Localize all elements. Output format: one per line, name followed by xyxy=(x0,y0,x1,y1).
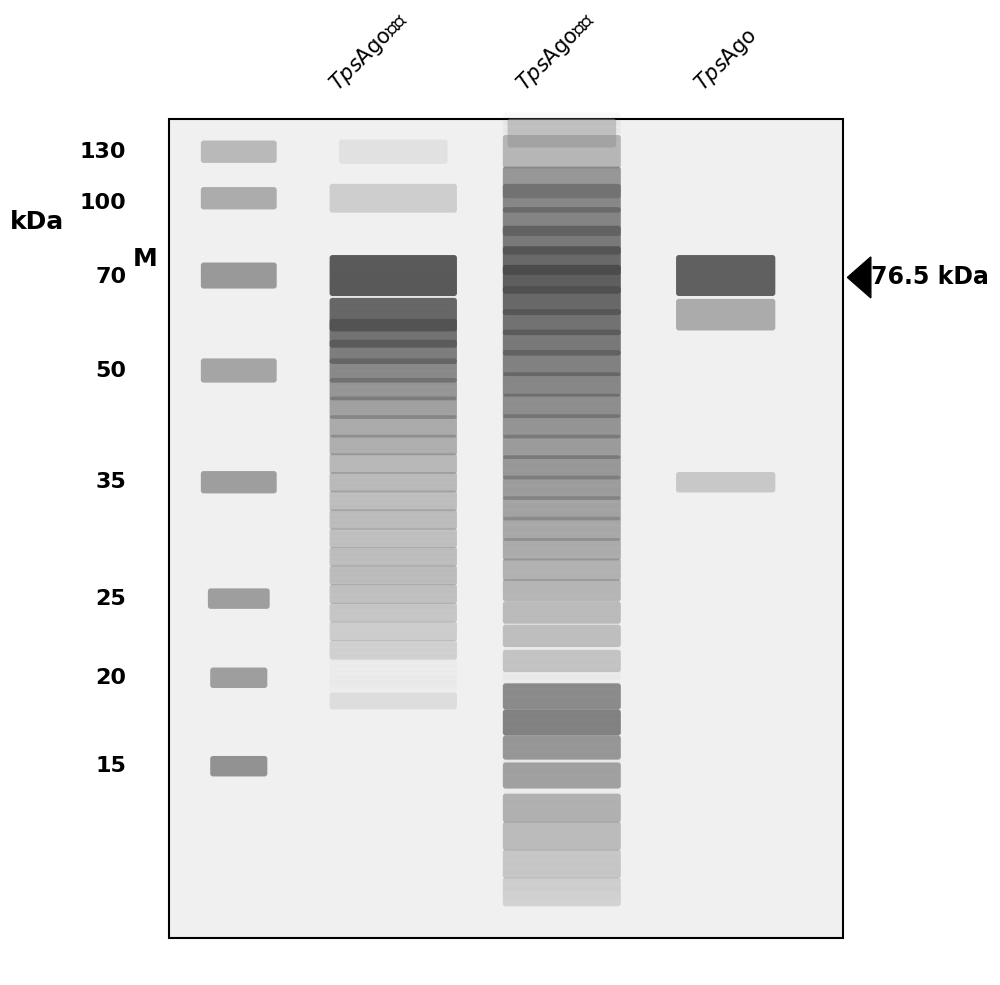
Text: 20: 20 xyxy=(95,668,126,688)
FancyBboxPatch shape xyxy=(201,359,277,382)
FancyBboxPatch shape xyxy=(201,187,277,210)
FancyBboxPatch shape xyxy=(676,298,775,330)
Text: 100: 100 xyxy=(80,193,126,213)
FancyBboxPatch shape xyxy=(330,378,457,400)
FancyBboxPatch shape xyxy=(503,135,621,168)
FancyBboxPatch shape xyxy=(330,692,457,709)
FancyBboxPatch shape xyxy=(330,359,457,382)
FancyBboxPatch shape xyxy=(503,287,621,315)
FancyBboxPatch shape xyxy=(508,118,616,148)
FancyBboxPatch shape xyxy=(503,415,621,438)
FancyBboxPatch shape xyxy=(503,878,621,906)
FancyBboxPatch shape xyxy=(676,472,775,492)
FancyBboxPatch shape xyxy=(503,736,621,759)
FancyBboxPatch shape xyxy=(330,509,457,530)
FancyBboxPatch shape xyxy=(503,650,621,672)
FancyBboxPatch shape xyxy=(503,265,621,294)
FancyBboxPatch shape xyxy=(503,602,621,624)
FancyBboxPatch shape xyxy=(201,262,277,289)
FancyBboxPatch shape xyxy=(169,119,843,939)
FancyBboxPatch shape xyxy=(503,309,621,335)
FancyBboxPatch shape xyxy=(330,319,457,348)
FancyBboxPatch shape xyxy=(503,434,621,459)
FancyBboxPatch shape xyxy=(330,640,457,660)
Polygon shape xyxy=(847,257,871,297)
FancyBboxPatch shape xyxy=(503,821,621,850)
FancyBboxPatch shape xyxy=(339,140,448,164)
Text: $\mathit{Tps}$Ago: $\mathit{Tps}$Ago xyxy=(690,24,762,96)
FancyBboxPatch shape xyxy=(503,558,621,581)
FancyBboxPatch shape xyxy=(503,579,621,602)
FancyBboxPatch shape xyxy=(503,538,621,560)
FancyBboxPatch shape xyxy=(201,471,277,493)
FancyBboxPatch shape xyxy=(330,622,457,641)
FancyBboxPatch shape xyxy=(330,340,457,364)
FancyBboxPatch shape xyxy=(503,330,621,356)
Text: 130: 130 xyxy=(80,142,126,162)
FancyBboxPatch shape xyxy=(503,709,621,736)
FancyBboxPatch shape xyxy=(503,849,621,879)
FancyBboxPatch shape xyxy=(503,226,621,254)
FancyBboxPatch shape xyxy=(503,624,621,647)
FancyBboxPatch shape xyxy=(330,584,457,604)
FancyBboxPatch shape xyxy=(330,491,457,511)
FancyBboxPatch shape xyxy=(330,416,457,437)
Text: $\mathit{Tps}$Ago沉淀: $\mathit{Tps}$Ago沉淀 xyxy=(512,8,600,96)
FancyBboxPatch shape xyxy=(330,603,457,623)
FancyBboxPatch shape xyxy=(330,397,457,419)
FancyBboxPatch shape xyxy=(503,372,621,397)
FancyBboxPatch shape xyxy=(503,476,621,500)
FancyBboxPatch shape xyxy=(503,184,621,213)
FancyBboxPatch shape xyxy=(330,472,457,492)
Text: 35: 35 xyxy=(96,472,126,492)
FancyBboxPatch shape xyxy=(201,141,277,163)
Text: M: M xyxy=(133,247,158,271)
FancyBboxPatch shape xyxy=(503,496,621,520)
Text: $\mathit{Tps}$Ago上清: $\mathit{Tps}$Ago上清 xyxy=(325,8,413,96)
FancyBboxPatch shape xyxy=(503,517,621,541)
Text: 25: 25 xyxy=(96,589,126,609)
FancyBboxPatch shape xyxy=(330,184,457,213)
Text: 76.5 kDa: 76.5 kDa xyxy=(871,265,989,290)
FancyBboxPatch shape xyxy=(503,350,621,376)
FancyBboxPatch shape xyxy=(330,434,457,455)
Text: 50: 50 xyxy=(95,361,126,380)
Text: 15: 15 xyxy=(96,756,126,776)
FancyBboxPatch shape xyxy=(210,755,267,776)
FancyBboxPatch shape xyxy=(208,588,270,609)
FancyBboxPatch shape xyxy=(503,394,621,418)
Text: 70: 70 xyxy=(95,267,126,288)
FancyBboxPatch shape xyxy=(330,565,457,585)
FancyBboxPatch shape xyxy=(503,246,621,275)
FancyBboxPatch shape xyxy=(330,547,457,566)
FancyBboxPatch shape xyxy=(503,794,621,822)
FancyBboxPatch shape xyxy=(503,762,621,789)
FancyBboxPatch shape xyxy=(676,255,775,296)
FancyBboxPatch shape xyxy=(330,528,457,548)
Text: kDa: kDa xyxy=(10,210,65,233)
FancyBboxPatch shape xyxy=(210,668,267,688)
FancyBboxPatch shape xyxy=(330,255,457,296)
FancyBboxPatch shape xyxy=(503,455,621,480)
FancyBboxPatch shape xyxy=(503,684,621,709)
FancyBboxPatch shape xyxy=(330,297,457,331)
FancyBboxPatch shape xyxy=(503,207,621,236)
FancyBboxPatch shape xyxy=(330,453,457,474)
FancyBboxPatch shape xyxy=(503,166,621,198)
